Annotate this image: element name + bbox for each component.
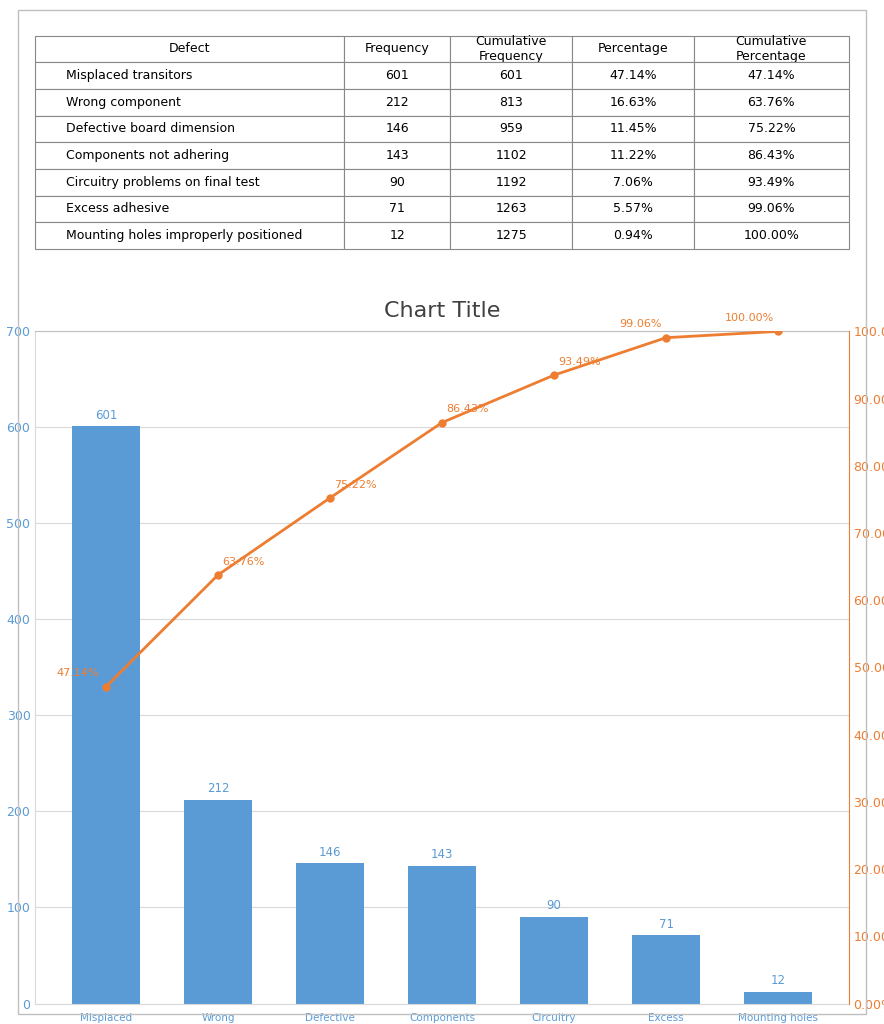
Text: 143: 143	[431, 849, 453, 861]
Bar	[72, 426, 140, 1004]
Text: 601: 601	[95, 409, 117, 422]
Text: 93.49%: 93.49%	[558, 356, 601, 367]
Bar	[521, 918, 588, 1004]
Bar	[296, 863, 363, 1004]
Text: 86.43%: 86.43%	[446, 404, 489, 415]
Bar	[744, 992, 812, 1004]
Text: 99.06%: 99.06%	[620, 319, 662, 330]
Text: 71: 71	[659, 918, 674, 931]
Text: 63.76%: 63.76%	[222, 557, 264, 566]
Text: 212: 212	[207, 782, 229, 796]
Bar	[408, 866, 476, 1004]
Text: 75.22%: 75.22%	[334, 479, 377, 489]
Title: Chart Title: Chart Title	[384, 301, 500, 322]
Text: 47.14%: 47.14%	[57, 669, 99, 678]
Text: 100.00%: 100.00%	[725, 313, 774, 323]
Bar	[632, 935, 699, 1004]
Text: 146: 146	[319, 846, 341, 858]
Text: 90: 90	[546, 899, 561, 912]
Text: 12: 12	[771, 974, 786, 987]
Bar	[185, 800, 252, 1004]
